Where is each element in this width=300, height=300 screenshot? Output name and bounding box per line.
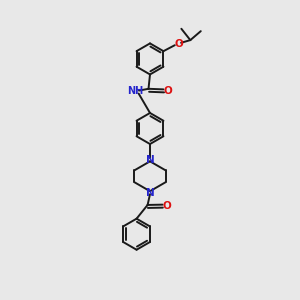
Text: NH: NH — [127, 85, 143, 96]
Text: O: O — [174, 39, 183, 49]
Text: O: O — [163, 85, 172, 96]
Text: N: N — [146, 188, 154, 198]
Text: N: N — [146, 154, 154, 165]
Text: O: O — [162, 201, 171, 211]
